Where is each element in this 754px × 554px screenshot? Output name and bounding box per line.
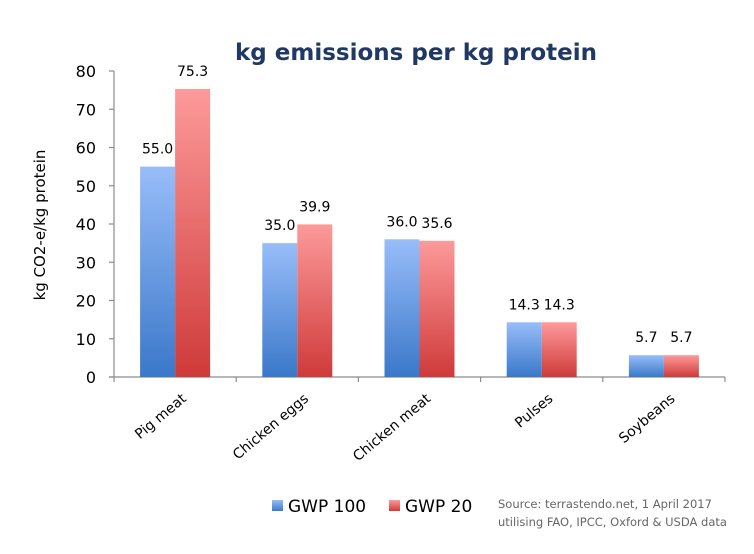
x-axis: Pig meat Chicken eggs Chicken meat Pulses So… bbox=[109, 376, 726, 465]
bar bbox=[297, 224, 333, 377]
x-tick-label: Chicken meat bbox=[350, 390, 434, 464]
y-tick-label: 60 bbox=[76, 139, 96, 158]
data-label: 39.9 bbox=[299, 199, 330, 215]
y-axis-label: kg CO2-e/kg protein bbox=[31, 150, 49, 301]
data-label: 14.3 bbox=[544, 297, 575, 313]
chart-title: kg emissions per kg protein bbox=[235, 40, 597, 66]
source-line: utilising FAO, IPCC, Oxford & USDA data bbox=[498, 515, 727, 529]
legend-swatch bbox=[389, 500, 400, 511]
y-tick-label: 10 bbox=[76, 330, 96, 349]
legend-swatch bbox=[272, 500, 283, 511]
y-tick-label: 40 bbox=[76, 215, 96, 234]
x-tick-label: Soybeans bbox=[616, 391, 678, 447]
data-label: 35.0 bbox=[264, 218, 295, 234]
data-labels: 55.0 75.3 35.039.9 36.0 35.6 14.3 14.3 5.7 5.7 bbox=[142, 64, 693, 346]
bar bbox=[506, 322, 542, 377]
bar bbox=[628, 355, 664, 377]
bar bbox=[419, 240, 455, 377]
data-label: 36.0 bbox=[386, 214, 417, 230]
y-axis: 0 10 20 30 40 50 60 70 80 bbox=[76, 62, 115, 387]
bar bbox=[384, 239, 420, 377]
bar bbox=[541, 322, 577, 377]
bar bbox=[140, 166, 176, 377]
legend-label: GWP 20 bbox=[405, 497, 472, 517]
data-label: 5.7 bbox=[635, 330, 657, 346]
x-tick-label: Pig meat bbox=[132, 390, 190, 442]
legend-label: GWP 100 bbox=[288, 497, 366, 517]
source-line: Source: terrastendo.net, 1 April 2017 bbox=[498, 497, 712, 511]
source-note: Source: terrastendo.net, 1 April 2017 uti… bbox=[498, 497, 727, 529]
data-label: 75.3 bbox=[177, 64, 208, 80]
bar bbox=[663, 355, 699, 377]
bar bbox=[175, 88, 211, 377]
data-label: 5.7 bbox=[670, 330, 692, 346]
y-tick-label: 20 bbox=[76, 292, 96, 311]
y-tick-label: 70 bbox=[76, 100, 96, 119]
x-tick-label: Pulses bbox=[512, 391, 556, 432]
legend: GWP 100 GWP 20 bbox=[272, 497, 472, 517]
y-tick-label: 80 bbox=[76, 62, 96, 81]
data-label: 14.3 bbox=[509, 297, 540, 313]
bars bbox=[140, 88, 699, 377]
x-tick-label: Chicken eggs bbox=[230, 391, 312, 463]
y-tick-label: 30 bbox=[76, 253, 96, 272]
bar bbox=[262, 243, 298, 377]
y-tick-label: 50 bbox=[76, 177, 96, 196]
data-label: 35.6 bbox=[421, 216, 452, 232]
y-tick-label: 0 bbox=[86, 368, 96, 387]
data-label: 55.0 bbox=[142, 142, 173, 158]
